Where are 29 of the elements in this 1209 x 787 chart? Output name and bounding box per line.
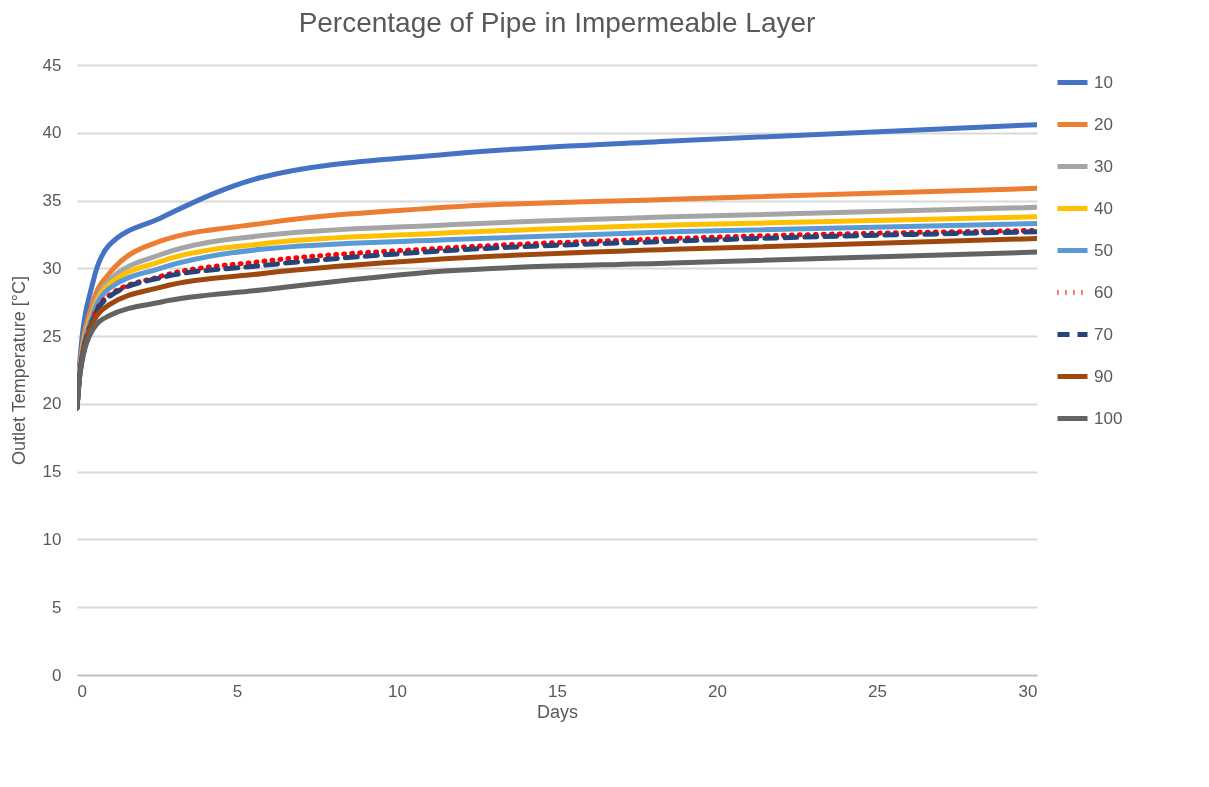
y-tick-label: 40 xyxy=(42,123,62,143)
y-tick-label: 5 xyxy=(52,597,62,617)
legend-label: 30 xyxy=(1094,156,1113,176)
y-tick-label: 35 xyxy=(42,191,62,211)
x-tick-label: 25 xyxy=(868,681,887,701)
x-tick-label: 5 xyxy=(232,681,243,701)
legend-label: 20 xyxy=(1094,114,1113,134)
legend-label: 40 xyxy=(1094,198,1113,218)
y-axis-title: Outlet Temperature [°C] xyxy=(8,276,29,465)
x-axis-title: Days xyxy=(536,701,579,722)
legend-label: 60 xyxy=(1094,282,1113,302)
legend-label: 90 xyxy=(1094,366,1113,386)
y-tick-label: 30 xyxy=(42,258,62,278)
y-tick-label: 10 xyxy=(42,529,62,549)
y-tick-label: 0 xyxy=(52,665,62,685)
legend-label: 50 xyxy=(1094,240,1113,260)
legend-label: 100 xyxy=(1094,408,1123,428)
x-tick-label: 15 xyxy=(548,681,567,701)
x-tick-label: 10 xyxy=(388,681,407,701)
x-tick-label: 0 xyxy=(77,681,87,701)
x-tick-label: 30 xyxy=(1018,681,1038,701)
y-tick-label: 20 xyxy=(42,394,62,414)
y-tick-label: 15 xyxy=(42,462,62,482)
legend-label: 10 xyxy=(1094,72,1113,92)
chart-title: Percentage of Pipe in Impermeable Layer xyxy=(298,7,816,38)
y-tick-label: 25 xyxy=(42,326,62,346)
y-tick-label: 45 xyxy=(42,55,62,75)
x-tick-label: 20 xyxy=(708,681,727,701)
legend-label: 70 xyxy=(1094,324,1113,344)
